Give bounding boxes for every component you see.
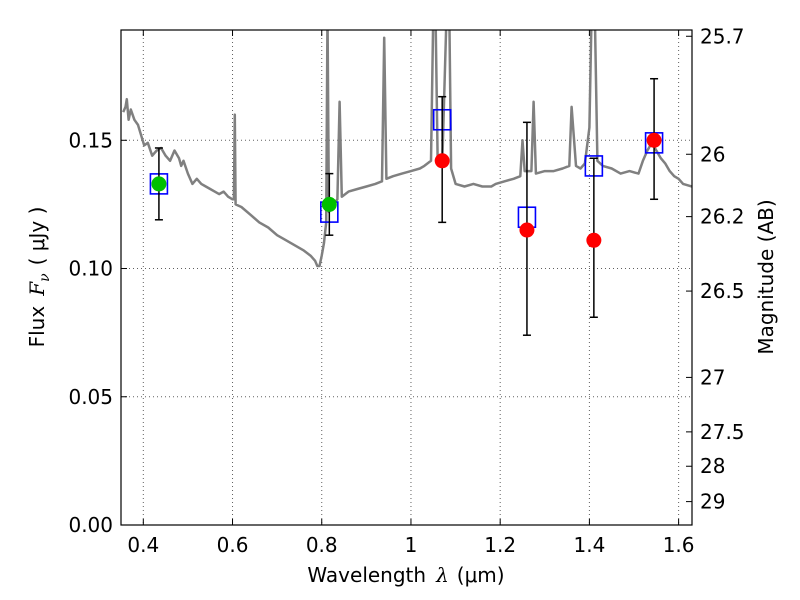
observed-flux-point <box>434 153 450 169</box>
x-tick-label: 1.6 <box>663 533 695 557</box>
y-axis-label-subscript: ν <box>37 273 53 282</box>
y-tick-label: 0.05 <box>68 385 113 409</box>
x-axis-label-symbol: λ <box>435 563 449 587</box>
y-tick-label: 0.10 <box>68 257 113 281</box>
x-tick-label: 0.4 <box>127 533 159 557</box>
x-axis-label-text: Wavelength <box>307 563 426 587</box>
x-axis-label-unit: (μm) <box>457 563 505 587</box>
y2-tick-label: 27.5 <box>700 420 745 444</box>
x-tick-label: 0.6 <box>217 533 249 557</box>
observed-flux-point <box>586 232 602 248</box>
y2-tick-label: 26.5 <box>700 279 745 303</box>
observed-flux-point <box>321 196 337 212</box>
y2-tick-label: 26 <box>700 142 725 166</box>
y-axis-label-symbol: F <box>25 281 49 297</box>
x-tick-label: 1.2 <box>484 533 516 557</box>
y-axis-label-prefix: Flux <box>25 306 49 348</box>
y2-tick-label: 26.2 <box>700 205 745 229</box>
y-axis-label-unit: ( μJy ) <box>25 207 49 266</box>
x-tick-label: 0.8 <box>306 533 338 557</box>
observed-flux-point <box>151 176 167 192</box>
model-spectrum-line <box>122 30 692 268</box>
ticks-layer: 0.4 0.6 0.8 1 1.2 1.4 1.6 0.00 0.05 0.10 0.15 25.7 2… <box>68 24 744 557</box>
x-tick-label: 1.4 <box>573 533 605 557</box>
y-tick-label: 0.00 <box>68 513 113 537</box>
y2-tick-label: 25.7 <box>700 24 745 48</box>
observed-flux-point <box>519 222 535 238</box>
y2-tick-label: 28 <box>700 454 725 478</box>
y2-tick-label: 27 <box>700 365 725 389</box>
y2-tick-label: 29 <box>700 490 725 514</box>
spectrum-layer <box>122 30 692 268</box>
plot-frame <box>120 29 693 526</box>
y-tick-label: 0.15 <box>68 128 113 152</box>
points-layer <box>149 77 664 336</box>
x-tick-label: 1 <box>405 533 418 557</box>
observed-flux-point <box>646 132 662 148</box>
grid-layer <box>121 30 692 526</box>
y-axis-label: Flux Fν ( μJy ) <box>25 207 53 348</box>
y2-axis-label: Magnitude (AB) <box>754 199 778 354</box>
x-axis-label: Wavelength λ (μm) <box>307 563 504 587</box>
